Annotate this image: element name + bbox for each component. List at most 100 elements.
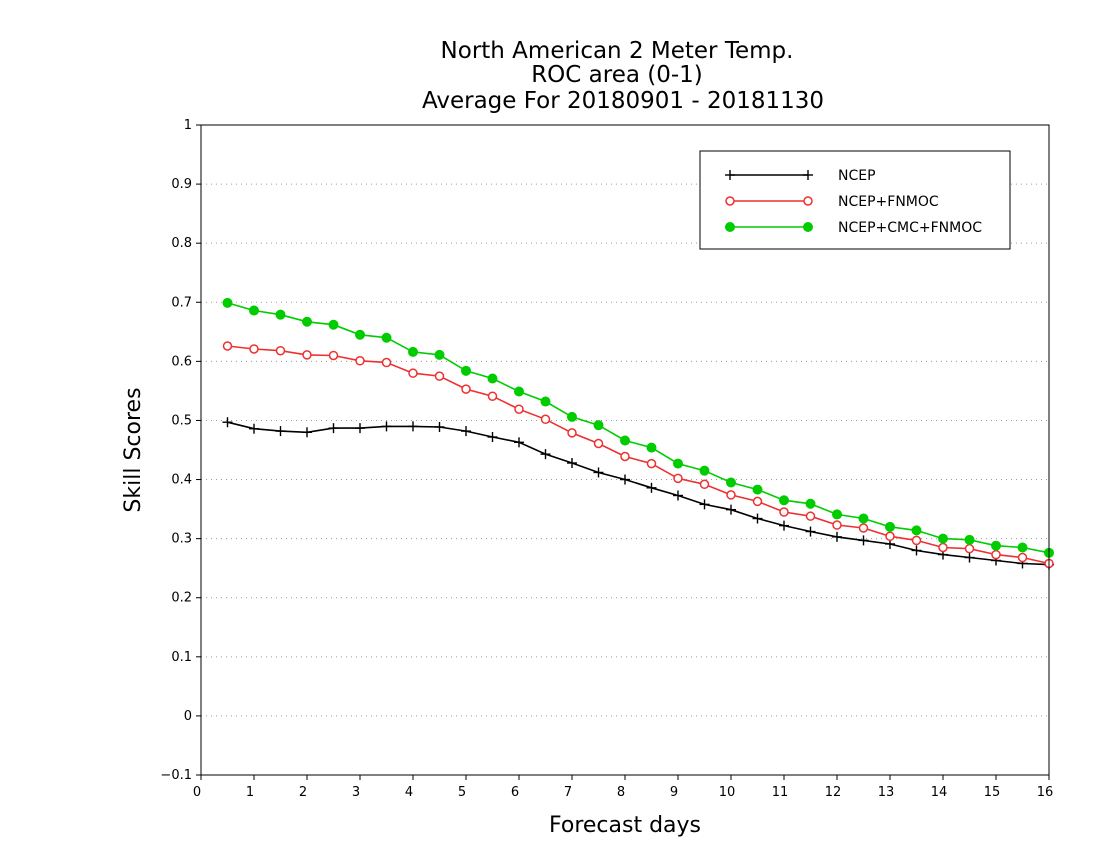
data-point bbox=[514, 386, 524, 397]
x-tick-label: 2 bbox=[299, 785, 307, 800]
y-axis-ticks: −0.1 0 0.1 0.2 0.3 0.4 0.5 0.6 0.7 0.8 0.9 1 bbox=[160, 118, 201, 783]
data-point bbox=[752, 513, 763, 524]
data-point bbox=[222, 417, 233, 428]
data-point bbox=[540, 414, 551, 425]
data-point bbox=[752, 484, 763, 495]
data-point bbox=[381, 332, 392, 343]
x-axis-ticks: 0 1 2 3 4 5 6 7 8 9 10 11 12 13 14 15 16 bbox=[193, 775, 1053, 800]
data-point bbox=[487, 391, 498, 401]
legend-entry: NCEP bbox=[725, 168, 876, 184]
data-point bbox=[408, 421, 418, 432]
x-tick-label: 9 bbox=[670, 785, 678, 800]
data-point bbox=[540, 449, 551, 460]
data-point bbox=[620, 435, 630, 446]
data-point bbox=[249, 344, 259, 354]
data-point bbox=[620, 451, 630, 462]
data-point bbox=[355, 329, 365, 340]
series-ncep-cmc-fnmoc bbox=[222, 297, 1054, 558]
data-point bbox=[408, 368, 418, 378]
title-line-1: North American 2 Meter Temp. bbox=[441, 38, 794, 64]
data-point bbox=[434, 421, 445, 432]
y-tick-label: 0.9 bbox=[171, 177, 192, 192]
data-point bbox=[514, 437, 524, 448]
data-point bbox=[434, 349, 445, 360]
chart-title: North American 2 Meter Temp. ROC area (0… bbox=[422, 38, 824, 114]
data-series bbox=[222, 297, 1054, 570]
data-point bbox=[832, 520, 842, 530]
x-tick-label: 5 bbox=[458, 785, 466, 800]
data-point bbox=[805, 526, 816, 537]
x-tick-label: 16 bbox=[1037, 785, 1054, 800]
data-point bbox=[964, 552, 975, 563]
data-point bbox=[699, 499, 710, 510]
data-point bbox=[673, 473, 683, 484]
legend: NCEP NCEP+FNMOC NCEP+CMC+FNMOC bbox=[699, 150, 1011, 250]
data-point bbox=[514, 404, 524, 414]
data-point bbox=[726, 477, 736, 488]
data-point bbox=[779, 495, 789, 506]
y-tick-label: −0.1 bbox=[160, 768, 192, 783]
data-point bbox=[646, 482, 657, 493]
data-point bbox=[355, 423, 365, 434]
data-point bbox=[249, 423, 259, 434]
series-line bbox=[227, 345, 1050, 565]
data-point bbox=[249, 305, 259, 316]
data-point bbox=[328, 319, 339, 330]
data-point bbox=[593, 438, 604, 449]
data-point bbox=[858, 513, 869, 524]
legend-entry: NCEP+CMC+FNMOC bbox=[725, 220, 982, 236]
x-tick-label: 8 bbox=[617, 785, 625, 800]
data-point bbox=[487, 373, 498, 384]
data-point bbox=[964, 543, 975, 554]
data-point bbox=[885, 531, 895, 542]
y-axis-label: Skill Scores bbox=[121, 387, 146, 512]
data-point bbox=[408, 346, 418, 357]
x-tick-label: 11 bbox=[772, 785, 789, 800]
data-point bbox=[302, 316, 312, 327]
data-point bbox=[858, 535, 869, 546]
data-point bbox=[885, 521, 895, 532]
x-tick-label: 4 bbox=[405, 785, 413, 800]
data-point bbox=[725, 196, 735, 206]
data-point bbox=[567, 428, 577, 438]
x-tick-label: 3 bbox=[352, 785, 360, 800]
y-tick-label: 0.4 bbox=[171, 473, 192, 488]
x-tick-label: 6 bbox=[511, 785, 519, 800]
data-point bbox=[567, 411, 577, 422]
data-point bbox=[381, 357, 392, 368]
data-point bbox=[646, 442, 657, 453]
data-point bbox=[699, 465, 710, 476]
data-point bbox=[1017, 542, 1028, 553]
data-point bbox=[673, 458, 683, 469]
data-point bbox=[275, 426, 286, 437]
data-point bbox=[275, 345, 286, 356]
y-tick-label: 0.1 bbox=[171, 650, 192, 665]
data-point bbox=[593, 467, 604, 478]
data-point bbox=[803, 196, 813, 206]
y-tick-label: 0.2 bbox=[171, 591, 192, 606]
y-tick-label: 0.6 bbox=[171, 354, 192, 369]
data-point bbox=[620, 474, 630, 485]
x-tick-label: 13 bbox=[878, 785, 895, 800]
data-point bbox=[328, 350, 339, 361]
data-point bbox=[434, 371, 445, 381]
data-point bbox=[964, 534, 975, 545]
data-point bbox=[302, 427, 312, 438]
data-point bbox=[726, 504, 736, 515]
x-tick-label: 12 bbox=[825, 785, 842, 800]
x-tick-label: 14 bbox=[931, 785, 948, 800]
series-ncep-fnmoc bbox=[222, 341, 1054, 569]
data-point bbox=[699, 479, 710, 490]
y-tick-label: 0.8 bbox=[171, 236, 192, 251]
data-point bbox=[328, 423, 339, 434]
data-point bbox=[222, 297, 233, 308]
title-line-3: Average For 20180901 - 20181130 bbox=[422, 88, 824, 114]
data-point bbox=[805, 498, 816, 509]
data-point bbox=[752, 496, 763, 507]
data-point bbox=[355, 356, 365, 366]
data-point bbox=[725, 170, 735, 180]
data-point bbox=[381, 421, 392, 432]
y-tick-label: 0 bbox=[184, 709, 192, 724]
y-tick-label: 0.7 bbox=[171, 295, 192, 310]
legend-label: NCEP+FNMOC bbox=[838, 194, 939, 210]
